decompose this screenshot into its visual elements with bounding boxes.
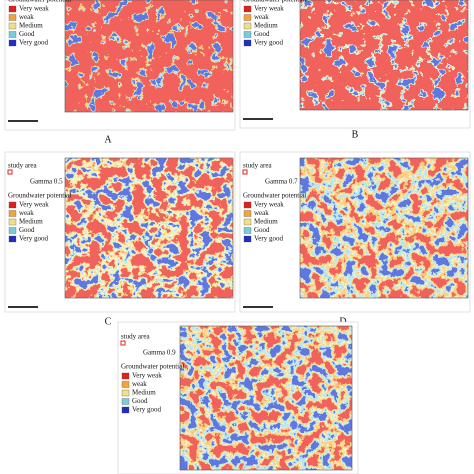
- legend-swatch: [121, 372, 130, 380]
- legend-item: Very good: [254, 235, 283, 243]
- scale-bar: [243, 306, 273, 308]
- legend-title: Groundwater potential: [121, 363, 184, 371]
- legend-item: Good: [254, 30, 270, 38]
- legend-swatch: [243, 22, 252, 30]
- study-area-label: study area: [243, 162, 272, 170]
- legend-swatch: [243, 39, 252, 47]
- legend-swatch: [243, 227, 252, 234]
- map-panel: study area Gamma 0.5 Groundwater potential…: [4, 151, 236, 313]
- legend-swatch: [121, 381, 130, 388]
- legend-item: Very weak: [254, 201, 284, 209]
- map-panel: study area Gamma 0.7 Groundwater potential…: [239, 151, 471, 313]
- legend-item: Medium: [19, 22, 43, 30]
- legend-swatch: [8, 39, 17, 47]
- legend-item: Good: [19, 30, 35, 38]
- study-area-icon: [120, 340, 126, 346]
- legend-swatch: [8, 201, 17, 209]
- map-border: [299, 157, 469, 299]
- panel-label: C: [105, 316, 112, 327]
- legend-item: weak: [132, 380, 147, 388]
- legend-swatch: [8, 218, 17, 226]
- legend-swatch: [243, 210, 252, 217]
- legend-item: Good: [254, 226, 270, 234]
- legend-swatch: [121, 406, 130, 414]
- study-area-icon: [242, 169, 248, 175]
- legend-item: Very weak: [19, 5, 49, 13]
- legend-swatch: [8, 210, 17, 217]
- legend-item: weak: [254, 209, 269, 217]
- legend-item: Very good: [132, 406, 161, 414]
- potential-map: [65, 0, 233, 112]
- study-area-icon: [7, 169, 13, 175]
- map-border: [299, 0, 469, 111]
- scale-bar: [8, 306, 38, 308]
- legend-item: Medium: [19, 218, 43, 226]
- study-area-label: study area: [8, 162, 37, 170]
- legend-title: Groundwater potential: [8, 192, 71, 200]
- map-border: [179, 325, 353, 471]
- legend-item: Medium: [254, 218, 278, 226]
- legend-item: Medium: [132, 389, 156, 397]
- legend-item: Very good: [19, 235, 48, 243]
- legend-title: Groundwater potential: [8, 0, 71, 4]
- legend-item: weak: [254, 13, 269, 21]
- potential-map: [300, 158, 468, 298]
- legend-swatch: [243, 235, 252, 243]
- scale-bar: [8, 120, 38, 122]
- map-border: [64, 0, 234, 113]
- legend-swatch: [8, 227, 17, 234]
- map-border: [64, 157, 234, 299]
- legend-item: weak: [19, 209, 34, 217]
- legend-swatch: [243, 201, 252, 209]
- legend-item: Very good: [19, 39, 48, 47]
- legend-item: Very weak: [19, 201, 49, 209]
- panel-label: A: [104, 134, 112, 145]
- study-area-label: study area: [121, 333, 150, 341]
- legend-swatch: [8, 31, 17, 38]
- scale-bar: [243, 118, 273, 120]
- gamma-label: Gamma 0.7: [265, 178, 298, 186]
- legend-swatch: [8, 235, 17, 243]
- gamma-label: Gamma 0.9: [143, 349, 176, 357]
- legend-swatch: [243, 31, 252, 38]
- legend-item: Very weak: [132, 372, 162, 380]
- legend-swatch: [243, 218, 252, 226]
- legend-swatch: [121, 398, 130, 405]
- potential-map: [300, 0, 468, 110]
- legend-swatch: [121, 389, 130, 397]
- legend-swatch: [8, 5, 17, 13]
- gamma-label: Gamma 0.5: [30, 178, 63, 186]
- legend-title: Groundwater potential: [243, 192, 306, 200]
- potential-map: [65, 158, 233, 298]
- legend-item: Very weak: [254, 5, 284, 13]
- map-panel: study area Gamma 0.9 Groundwater potential…: [117, 321, 359, 474]
- panel-label: B: [352, 129, 359, 140]
- legend-title: Groundwater potential: [243, 0, 306, 4]
- legend-item: Good: [19, 226, 35, 234]
- legend-swatch: [8, 22, 17, 30]
- legend-item: weak: [19, 13, 34, 21]
- legend-item: Medium: [254, 22, 278, 30]
- potential-map: [180, 326, 352, 470]
- legend-item: Good: [132, 397, 148, 405]
- legend-item: Very good: [254, 39, 283, 47]
- legend-swatch: [243, 14, 252, 21]
- legend-swatch: [8, 14, 17, 21]
- legend-swatch: [243, 5, 252, 13]
